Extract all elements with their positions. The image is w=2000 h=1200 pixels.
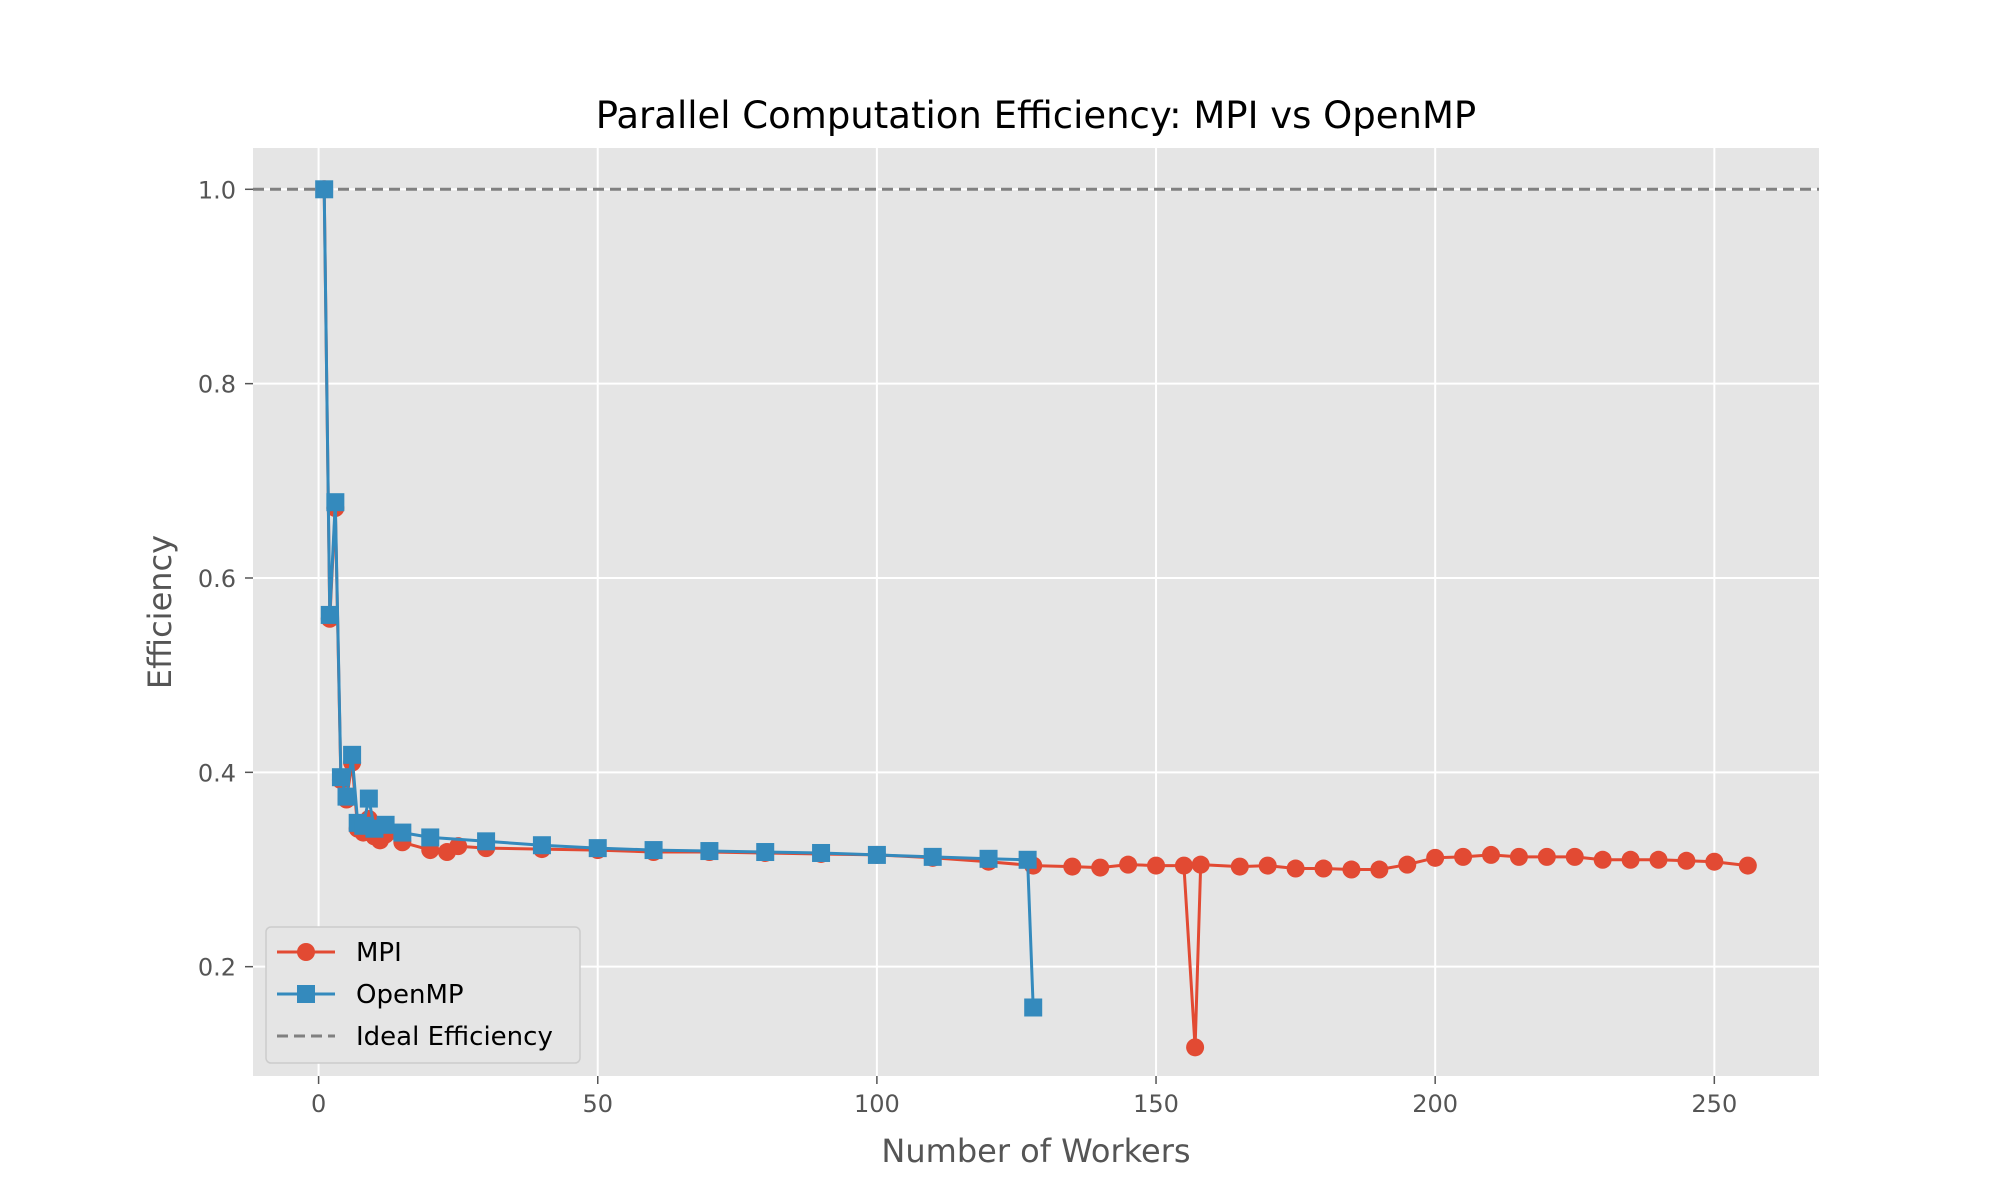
mpi-point (1593, 850, 1612, 869)
mpi-point (1454, 847, 1473, 866)
mpi-point (1649, 850, 1668, 869)
x-axis-label: Number of Workers (881, 1132, 1190, 1170)
mpi-point (1370, 860, 1389, 879)
openmp-point (812, 843, 831, 862)
y-tick-label: 0.6 (198, 565, 236, 593)
openmp-point (867, 845, 886, 864)
openmp-point (756, 843, 775, 862)
mpi-point (1509, 847, 1528, 866)
mpi-point (1398, 855, 1417, 874)
openmp-point (923, 847, 942, 866)
y-tick-label: 0.8 (198, 371, 236, 399)
mpi-point (1705, 852, 1724, 871)
openmp-point (644, 841, 663, 860)
openmp-point (700, 842, 719, 861)
legend-openmp-label: OpenMP (356, 980, 464, 1010)
legend-mpi-label: MPI (356, 938, 402, 968)
mpi-point (1621, 850, 1640, 869)
mpi-point (1537, 847, 1556, 866)
openmp-point (532, 836, 551, 855)
openmp-point (1018, 850, 1037, 869)
chart-title: Parallel Computation Efficiency: MPI vs … (596, 94, 1477, 137)
mpi-point (1230, 857, 1249, 876)
mpi-point (1286, 859, 1305, 878)
series-openmp (315, 180, 1043, 1017)
legend: MPI OpenMP Ideal Efficiency (265, 926, 581, 1064)
x-tick-label: 50 (582, 1090, 613, 1118)
mpi-point (449, 837, 468, 856)
openmp-point (343, 745, 362, 764)
openmp-point (979, 849, 998, 868)
mpi-point (1147, 856, 1166, 875)
mpi-point (1738, 856, 1757, 875)
mpi-point (1565, 847, 1584, 866)
openmp-point (1024, 998, 1043, 1017)
legend-box (265, 926, 581, 1064)
y-tick-label: 0.2 (198, 954, 236, 982)
mpi-point (1426, 848, 1445, 867)
y-axis-label: Efficiency (141, 535, 179, 689)
openmp-point (588, 839, 607, 858)
openmp-point (393, 823, 412, 842)
mpi-point (1186, 1038, 1205, 1057)
mpi-point (1063, 857, 1082, 876)
mpi-point (1174, 856, 1193, 875)
x-tick-label: 200 (1412, 1090, 1458, 1118)
mpi-point (1342, 860, 1361, 879)
openmp-point (331, 768, 350, 787)
series-layer (253, 180, 1819, 1057)
mpi-point (1258, 856, 1277, 875)
x-tick-label: 0 (311, 1090, 326, 1118)
openmp-point (320, 605, 339, 624)
plot-area (253, 148, 1819, 1076)
legend-openmp-marker (297, 985, 315, 1003)
mpi-point (1482, 845, 1501, 864)
openmp-point (421, 828, 440, 847)
y-tick-label: 0.4 (198, 759, 236, 787)
x-tick-label: 250 (1691, 1090, 1737, 1118)
mpi-point (1191, 855, 1210, 874)
mpi-point (1314, 859, 1333, 878)
legend-mpi-marker (297, 943, 315, 961)
mpi-point (1119, 855, 1138, 874)
axis-ticks: 0 50 100 150 200 250 0.2 0.4 0.6 0.8 1.0 (198, 176, 1737, 1118)
openmp-point (326, 493, 345, 512)
x-tick-label: 150 (1133, 1090, 1179, 1118)
mpi-point (1677, 851, 1696, 870)
x-tick-label: 100 (854, 1090, 900, 1118)
openmp-point (337, 787, 356, 806)
openmp-point (376, 815, 395, 834)
openmp-point (477, 832, 496, 851)
openmp-point (315, 180, 334, 199)
y-tick-label: 1.0 (198, 176, 236, 204)
legend-ideal-label: Ideal Efficiency (356, 1022, 553, 1052)
openmp-point (359, 789, 378, 808)
mpi-point (1091, 858, 1110, 877)
